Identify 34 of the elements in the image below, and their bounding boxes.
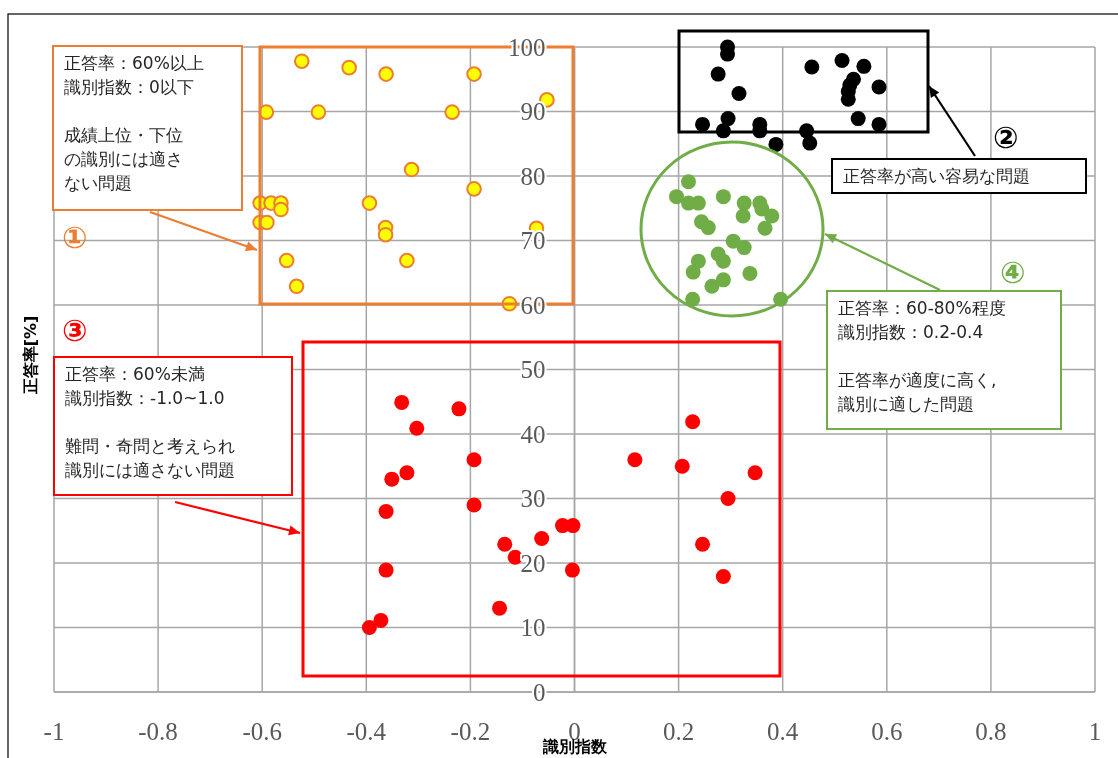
y-tick-label: 20	[520, 549, 546, 577]
x-tick-label: -0.4	[346, 718, 387, 745]
x-tick-label: -0.6	[242, 718, 282, 745]
x-tick-label: -0.8	[138, 718, 178, 745]
annotation: 正答率が高い容易な問題	[843, 165, 1031, 188]
annotation: 正答率：60-80%程度	[838, 297, 1007, 320]
annotation: 正答率：60%未満	[65, 363, 206, 386]
y-tick-label: 50	[520, 356, 546, 383]
annotation: 識別指数：0.2-0.4	[838, 321, 985, 344]
y-tick-label: 80	[520, 162, 546, 190]
x-tick-label: 0.6	[871, 718, 903, 745]
x-tick-label: 0.2	[662, 718, 695, 745]
annotation: 成績上位・下位の識別には適さない問題	[64, 124, 184, 195]
annotation: ②	[993, 120, 1019, 155]
y-tick-label: 30	[520, 485, 546, 512]
y-tick-label: 70	[520, 227, 546, 254]
annotation: 識別指数：0以下	[64, 76, 195, 99]
x-tick-label: 0.4	[767, 718, 799, 745]
y-tick-label: 0	[533, 678, 546, 706]
annotation: ④	[1000, 255, 1026, 290]
annotation: ③	[62, 313, 88, 348]
y-axis-title: 正答率[%]	[21, 315, 40, 396]
annotation: 識別指数：-1.0~1.0	[65, 387, 226, 410]
annotation: 正答率：60%以上	[64, 52, 205, 75]
x-tick-label: 0.8	[975, 718, 1007, 745]
y-tick-label: 10	[520, 614, 546, 641]
annotation: 正答率が適度に高く,識別に適した問題	[838, 369, 998, 416]
x-tick-label: 1	[1088, 718, 1102, 745]
y-tick-label: 40	[520, 420, 546, 448]
x-tick-label: -0.2	[450, 718, 491, 745]
annotation: 難問・奇問と考えられ識別には適さない問題	[65, 435, 236, 482]
y-tick-label: 90	[520, 98, 546, 125]
x-tick-label: -1	[43, 718, 65, 745]
annotation: ①	[62, 220, 88, 255]
